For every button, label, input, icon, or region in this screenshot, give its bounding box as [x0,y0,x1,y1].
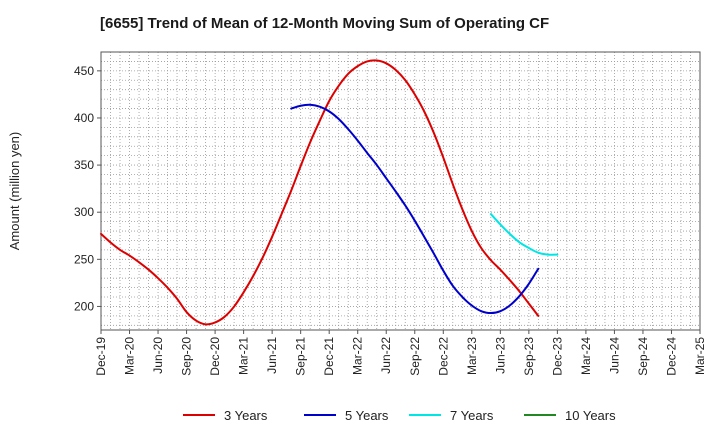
chart-title: [6655] Trend of Mean of 12-Month Moving … [100,15,549,32]
series-line-5-years [290,103,540,315]
y-tick-label: 400 [74,111,94,125]
x-tick-label: Mar-21 [237,337,251,375]
x-tick-label: Mar-22 [351,337,365,375]
legend-label: 3 Years [224,408,268,423]
x-tick-label: Sep-22 [408,337,422,376]
series-line-7-years [489,213,559,256]
x-tick-label: Mar-24 [579,337,593,375]
y-axis-label: Amount (million yen) [7,132,22,251]
x-tick-label: Jun-23 [493,337,507,374]
legend-label: 5 Years [345,408,389,423]
y-tick-label: 350 [74,158,94,172]
y-tick-label: 250 [74,252,94,266]
y-tick-label: 300 [74,205,94,219]
legend-item-5-years: 5 Years [304,408,389,423]
x-tick-label: Sep-24 [636,337,650,376]
x-tick-label: Sep-20 [180,337,194,376]
x-tick-label: Dec-20 [208,337,222,376]
x-tick-label: Dec-24 [664,337,678,376]
x-tick-label: Jun-22 [379,337,393,374]
series-lines [100,59,559,326]
x-tick-label: Dec-23 [550,337,564,376]
legend: 3 Years 5 Years 7 Years 10 Years [183,408,616,423]
legend-label: 10 Years [565,408,616,423]
legend-item-10-years: 10 Years [524,408,616,423]
x-tick-label: Dec-19 [94,337,108,376]
x-tick-label: Dec-21 [322,337,336,376]
legend-item-7-years: 7 Years [409,408,494,423]
x-tick-label: Sep-21 [294,337,308,376]
legend-item-3-years: 3 Years [183,408,268,423]
plot-background [101,52,700,330]
x-tick-label: Jun-21 [265,337,279,374]
legend-label: 7 Years [450,408,494,423]
plot-area: 200 250 300 350 400 450 Dec-19 Mar-20 Jun-20 Sep-… [74,51,707,376]
horizontal-gridlines [101,51,700,326]
x-tick-label: Jun-20 [151,337,165,374]
x-tick-label: Sep-23 [522,337,536,376]
y-tick-label: 450 [74,64,94,78]
x-tick-label: Dec-22 [436,337,450,376]
y-tick-label: 200 [74,299,94,313]
x-tick-label: Jun-24 [607,337,621,374]
x-tick-label: Mar-25 [693,337,707,375]
plot-border [100,51,701,331]
y-axis: 200 250 300 350 400 450 [74,64,101,313]
x-tick-label: Mar-23 [465,337,479,375]
x-axis: Dec-19 Mar-20 Jun-20 Sep-20 Dec-20 Mar-21 Jun-… [94,330,707,376]
series-line-3-years [100,59,540,326]
x-tick-label: Mar-20 [123,337,137,375]
